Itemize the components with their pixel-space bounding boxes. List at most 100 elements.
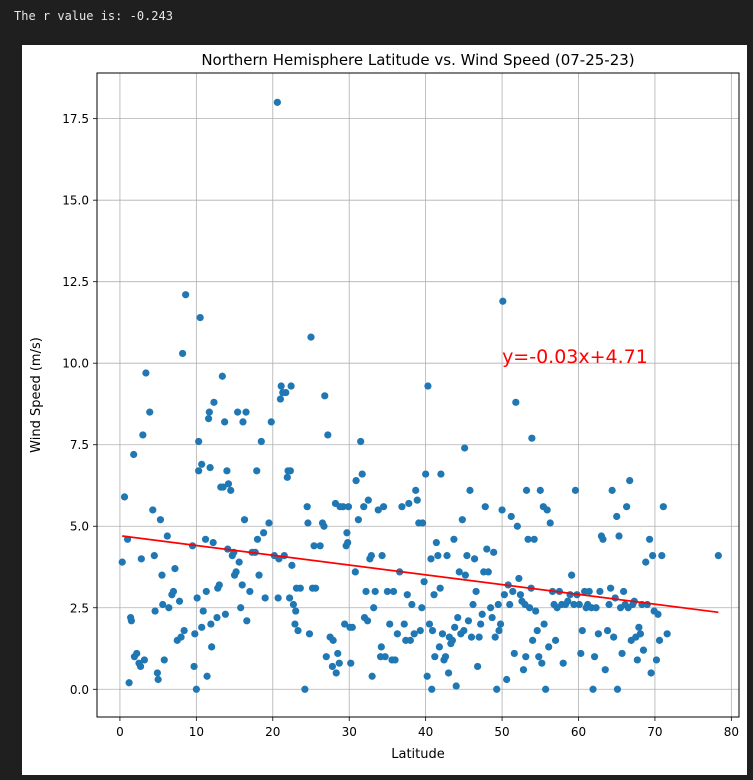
data-point [209, 538, 217, 547]
data-point [619, 587, 628, 596]
data-point [500, 591, 508, 599]
data-point [362, 587, 370, 596]
data-point [265, 519, 273, 527]
data-point [658, 551, 666, 560]
data-point [643, 600, 651, 609]
data-point [623, 503, 631, 511]
data-point [151, 607, 159, 615]
data-point [463, 551, 471, 560]
x-tick-label: 60 [571, 725, 586, 739]
data-point [636, 630, 645, 638]
data-point [470, 555, 479, 563]
data-point [321, 392, 329, 400]
data-point [206, 463, 214, 472]
data-point [204, 415, 213, 423]
chart-title: Northern Hemisphere Latitude vs. Wind Sp… [201, 51, 634, 69]
data-point [464, 617, 473, 625]
data-point [437, 470, 445, 478]
data-point [139, 431, 147, 439]
data-point [335, 659, 343, 667]
data-point [635, 623, 643, 631]
data-point [255, 571, 263, 579]
data-point [219, 483, 227, 491]
data-point [381, 653, 389, 661]
data-point [564, 597, 572, 605]
data-point [458, 516, 466, 524]
data-point [322, 653, 330, 661]
data-point [391, 656, 399, 664]
data-point [316, 542, 324, 550]
data-point [490, 548, 498, 556]
data-point [393, 630, 401, 638]
data-point [242, 408, 250, 416]
data-point [430, 591, 438, 599]
data-point [519, 666, 528, 674]
data-point [357, 437, 365, 446]
data-point [328, 662, 336, 671]
data-point [301, 685, 309, 693]
x-tick-label: 30 [342, 725, 357, 739]
data-point [341, 620, 349, 628]
data-point [596, 587, 604, 596]
data-point [213, 613, 221, 622]
data-point [483, 545, 491, 553]
data-point [575, 600, 583, 609]
data-point [142, 369, 150, 377]
data-point [538, 659, 546, 667]
data-point [481, 503, 489, 511]
data-point [288, 561, 296, 569]
data-point [182, 291, 190, 299]
data-point [274, 594, 282, 602]
data-point [509, 587, 517, 596]
data-point [163, 532, 171, 540]
data-point [535, 653, 543, 661]
data-point [507, 512, 515, 521]
data-point [428, 626, 437, 635]
data-point [120, 493, 129, 501]
data-point [472, 587, 480, 596]
data-point [133, 649, 141, 658]
regression-line [122, 535, 719, 614]
data-point [125, 679, 133, 687]
data-point [307, 333, 315, 341]
data-point [530, 535, 538, 543]
data-point [289, 600, 298, 609]
data-point [238, 581, 246, 589]
data-point [177, 633, 185, 641]
x-tick-label: 80 [724, 725, 739, 739]
x-axis-label: Latitude [391, 747, 445, 762]
data-point [261, 594, 269, 602]
data-point [423, 672, 431, 680]
data-point [237, 604, 245, 612]
data-point [150, 551, 158, 560]
data-point [130, 450, 138, 459]
data-point [339, 503, 347, 511]
data-point [448, 636, 456, 644]
data-point [545, 643, 553, 651]
data-point [403, 591, 411, 599]
data-point [283, 473, 291, 481]
data-point [454, 613, 462, 622]
data-point [655, 636, 664, 644]
data-point [344, 503, 353, 511]
data-point [444, 669, 453, 677]
data-point [169, 587, 178, 596]
data-point [171, 565, 179, 573]
data-point [590, 653, 599, 661]
x-tick-label: 10 [189, 725, 204, 739]
data-point [343, 529, 351, 537]
data-point [410, 630, 418, 638]
y-tick-label: 2.5 [70, 601, 89, 615]
data-point [592, 604, 600, 612]
data-point [146, 408, 154, 416]
data-point [603, 626, 612, 635]
data-point [158, 571, 166, 579]
y-tick-label: 7.5 [70, 438, 89, 452]
data-point [510, 649, 518, 658]
data-point [460, 626, 468, 635]
data-point [386, 620, 394, 628]
data-point [240, 516, 249, 524]
data-point [227, 486, 235, 494]
data-point [380, 503, 388, 511]
data-point [398, 503, 406, 511]
